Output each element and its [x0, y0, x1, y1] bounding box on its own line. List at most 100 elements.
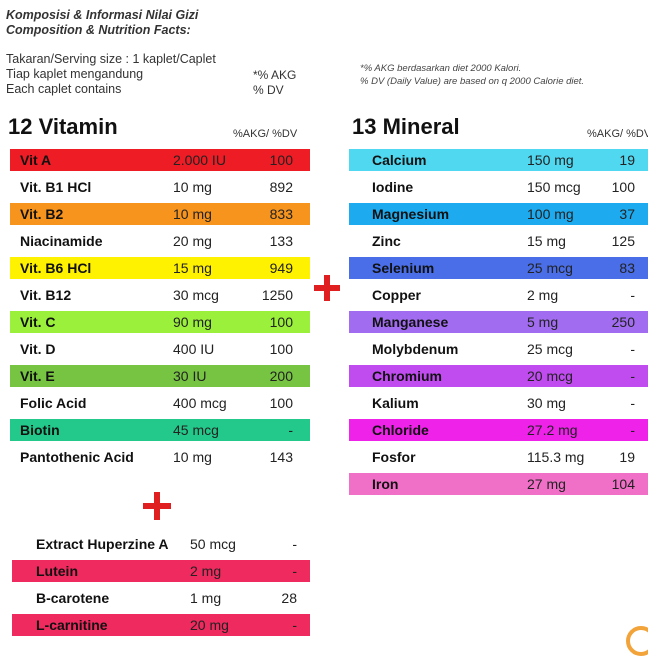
- akg-note: *% AKG berdasarkan diet 2000 Kalori.: [360, 63, 522, 74]
- nutrient-percent: 100: [269, 395, 293, 411]
- akg-label: *% AKG: [253, 68, 297, 82]
- nutrient-amount: 30 mcg: [173, 287, 219, 303]
- nutrient-amount: 45 mcg: [173, 422, 219, 438]
- table-row: Lutein 2 mg -: [12, 560, 310, 582]
- nutrient-name: Vit. B6 HCl: [20, 260, 92, 276]
- nutrient-percent: 37: [619, 206, 635, 222]
- nutrient-percent: -: [630, 422, 635, 438]
- table-row: Selenium 25 mcg 83: [349, 257, 648, 279]
- vitamin-column-header: %AKG/ %DV: [233, 128, 298, 140]
- nutrient-name: Iron: [372, 476, 399, 492]
- nutrient-amount: 10 mg: [173, 206, 212, 222]
- nutrient-name: Pantothenic Acid: [20, 449, 134, 465]
- table-row: Kalium 30 mg -: [349, 392, 648, 414]
- nutrient-amount: 25 mcg: [527, 260, 573, 276]
- nutrient-percent: 28: [281, 590, 297, 606]
- table-row: Copper 2 mg -: [349, 284, 648, 306]
- nutrient-percent: -: [292, 617, 297, 633]
- nutrient-name: Vit. C: [20, 314, 56, 330]
- dv-note: % DV (Daily Value) are based on q 2000 C…: [360, 76, 585, 87]
- nutrient-percent: -: [288, 422, 293, 438]
- nutrient-percent: 104: [611, 476, 635, 492]
- nutrient-percent: 100: [269, 341, 293, 357]
- table-row: Biotin 45 mcg -: [10, 419, 310, 441]
- nutrient-name: Fosfor: [372, 449, 416, 465]
- table-row: Chloride 27.2 mg -: [349, 419, 648, 441]
- table-row: Magnesium 100 mg 37: [349, 203, 648, 225]
- nutrient-percent: 143: [269, 449, 293, 465]
- nutrient-percent: 100: [269, 152, 293, 168]
- nutrient-name: Copper: [372, 287, 421, 303]
- table-row: Vit. D 400 IU 100: [10, 338, 310, 360]
- table-row: Iodine 150 mcg 100: [349, 176, 648, 198]
- plus-icon: [314, 275, 340, 301]
- table-row: Chromium 20 mcg -: [349, 365, 648, 387]
- table-row: Vit. B6 HCl 15 mg 949: [10, 257, 310, 279]
- nutrient-name: Vit. B12: [20, 287, 72, 303]
- nutrient-name: Chloride: [372, 422, 429, 438]
- table-row: Iron 27 mg 104: [349, 473, 648, 495]
- table-row: Niacinamide 20 mg 133: [10, 230, 310, 252]
- nutrient-amount: 90 mg: [173, 314, 212, 330]
- nutrient-amount: 150 mcg: [527, 179, 581, 195]
- nutrient-amount: 1 mg: [190, 590, 222, 606]
- header-title-id: Komposisi & Informasi Nilai Gizi: [6, 8, 199, 22]
- nutrient-name: Vit. D: [20, 341, 56, 357]
- table-row: Vit. C 90 mg 100: [10, 311, 310, 333]
- nutrient-name: Vit. B2: [20, 206, 64, 222]
- nutrient-amount: 400 mcg: [173, 395, 227, 411]
- nutrient-amount: 15 mg: [173, 260, 212, 276]
- table-row: B-carotene 1 mg 28: [12, 587, 310, 609]
- nutrient-amount: 400 IU: [173, 341, 215, 357]
- nutrient-percent: -: [630, 341, 635, 357]
- nutrient-amount: 20 mcg: [527, 368, 573, 384]
- nutrient-percent: 833: [269, 206, 293, 222]
- table-row: Extract Huperzine A 50 mcg -: [12, 533, 310, 555]
- nutrient-percent: 133: [269, 233, 293, 249]
- nutrient-amount: 10 mg: [173, 449, 212, 465]
- table-row: Zinc 15 mg 125: [349, 230, 648, 252]
- nutrient-name: Molybdenum: [372, 341, 459, 357]
- table-row: Manganese 5 mg 250: [349, 311, 648, 333]
- nutrient-name: Vit. E: [20, 368, 55, 384]
- nutrient-percent: 19: [619, 449, 635, 465]
- table-row: Vit. E 30 IU 200: [10, 365, 310, 387]
- nutrient-percent: 1250: [261, 287, 293, 303]
- nutrient-name: Lutein: [36, 563, 78, 579]
- nutrient-percent: -: [292, 563, 297, 579]
- nutrient-amount: 30 mg: [527, 395, 566, 411]
- table-row: Vit. B2 10 mg 833: [10, 203, 310, 225]
- table-row: Vit. B12 30 mcg 1250: [10, 284, 310, 306]
- table-row: Fosfor 115.3 mg 19: [349, 446, 648, 468]
- mineral-section-title: 13 Mineral: [352, 114, 460, 139]
- nutrient-amount: 15 mg: [527, 233, 566, 249]
- header-title-en: Composition & Nutrition Facts:: [6, 23, 191, 37]
- table-row: Vit A 2.000 IU 100: [10, 149, 310, 171]
- serving-size: Takaran/Serving size : 1 kaplet/Caplet: [6, 52, 216, 66]
- nutrient-name: B-carotene: [36, 590, 110, 606]
- nutrient-percent: 100: [611, 179, 635, 195]
- nutrient-percent: -: [630, 287, 635, 303]
- nutrient-amount: 30 IU: [173, 368, 207, 384]
- table-row: Vit. B1 HCl 10 mg 892: [10, 176, 310, 198]
- table-row: Pantothenic Acid 10 mg 143: [10, 446, 310, 468]
- nutrient-percent: 250: [611, 314, 635, 330]
- table-row: Calcium 150 mg 19: [349, 149, 648, 171]
- nutrient-amount: 2.000 IU: [173, 152, 226, 168]
- nutrient-amount: 5 mg: [527, 314, 559, 330]
- table-row: Molybdenum 25 mcg -: [349, 338, 648, 360]
- nutrient-name: Vit A: [20, 152, 52, 168]
- mineral-column-header: %AKG/ %DV: [587, 128, 648, 140]
- nutrient-name: Magnesium: [372, 206, 450, 222]
- nutrient-amount: 50 mcg: [190, 536, 236, 552]
- table-row: L-carnitine 20 mg -: [12, 614, 310, 636]
- nutrient-amount: 10 mg: [173, 179, 212, 195]
- nutrient-name: Biotin: [20, 422, 60, 438]
- nutrient-percent: -: [630, 368, 635, 384]
- nutrient-percent: 892: [269, 179, 293, 195]
- nutrient-percent: -: [630, 395, 635, 411]
- vitamin-section-title: 12 Vitamin: [8, 114, 118, 139]
- nutrient-amount: 100 mg: [527, 206, 574, 222]
- nutrient-name: Selenium: [372, 260, 435, 276]
- nutrient-name: Vit. B1 HCl: [20, 179, 92, 195]
